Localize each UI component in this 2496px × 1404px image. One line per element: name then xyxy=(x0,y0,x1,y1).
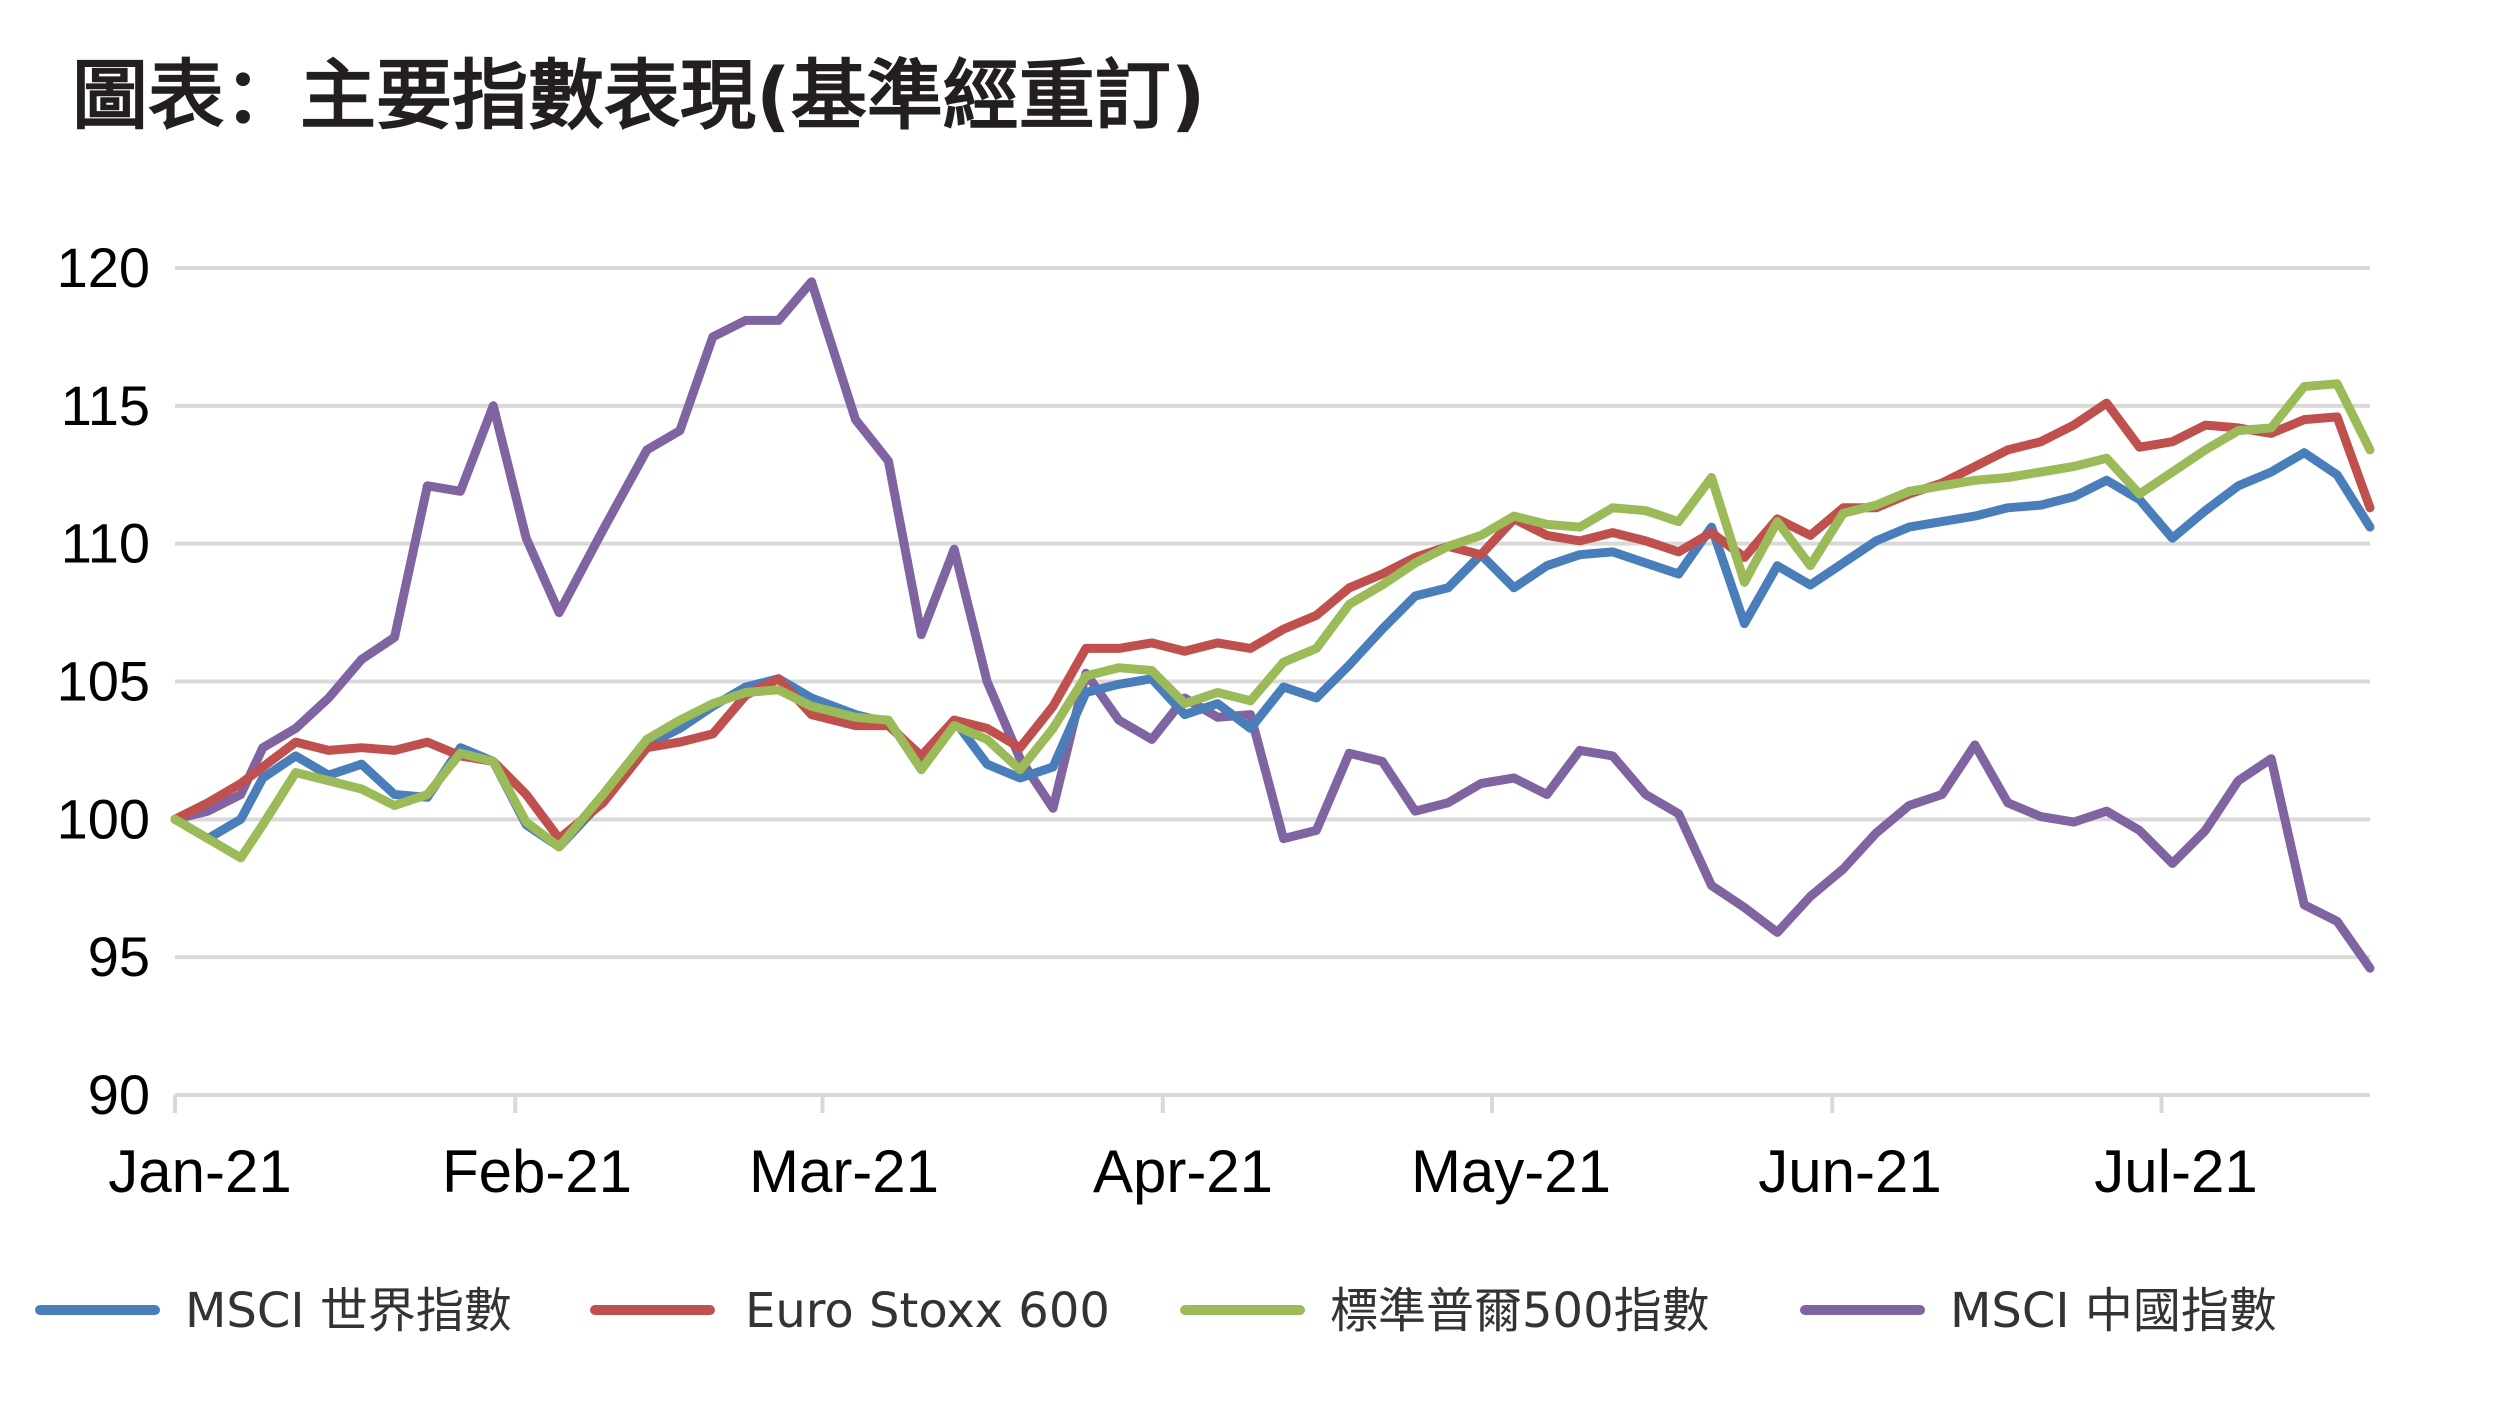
legend-entry: Euro Stoxx 600 xyxy=(745,1283,1110,1339)
series-line xyxy=(170,379,2375,863)
y-tick-label: 105 xyxy=(57,650,150,713)
x-tick-label: Jan-21 xyxy=(108,1138,291,1205)
series-lines xyxy=(170,277,2375,973)
x-axis: Jan-21 Feb-21 Mar-21 Apr-21 May-21 Jun-21 Jul-… xyxy=(108,1093,2370,1205)
series-line xyxy=(170,398,2375,844)
y-tick-label: 120 xyxy=(57,236,150,299)
y-tick-label: 115 xyxy=(61,374,150,437)
legend-entry: MSCI 世界指數 xyxy=(185,1283,512,1339)
legend: MSCI 世界指數 Euro Stoxx 600 標準普爾500指數 MSCI 中國指… xyxy=(35,1283,2277,1339)
x-tick-label: Jun-21 xyxy=(1758,1138,1941,1205)
y-tick-label: 100 xyxy=(57,787,150,850)
x-tick-label: Jul-21 xyxy=(2094,1138,2257,1205)
x-tick-label: Feb-21 xyxy=(442,1138,632,1205)
x-tick-label: Apr-21 xyxy=(1093,1138,1273,1205)
y-tick-label: 90 xyxy=(88,1063,150,1126)
chart-title: 圖表：主要指數表現(基準經重訂) xyxy=(72,51,1206,140)
x-tick-label: Mar-21 xyxy=(749,1138,939,1205)
y-axis-ticks: 120 115 110 105 100 95 90 xyxy=(57,236,150,1126)
y-tick-label: 95 xyxy=(88,925,150,988)
series-line xyxy=(170,277,2375,973)
legend-entry: MSCI 中國指數 xyxy=(1950,1283,2277,1339)
y-tick-label: 110 xyxy=(61,512,150,575)
legend-entry: 標準普爾500指數 xyxy=(1330,1283,1710,1339)
x-tick-label: May-21 xyxy=(1411,1138,1611,1205)
gridlines xyxy=(175,266,2370,960)
